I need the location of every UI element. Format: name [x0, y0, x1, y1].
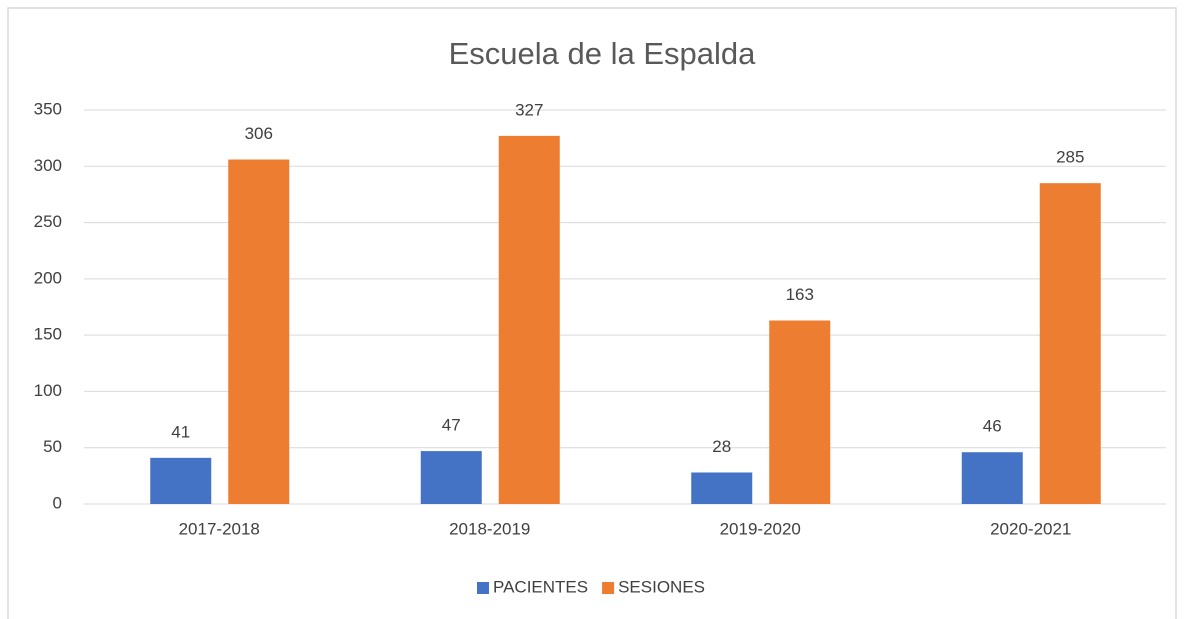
y-tick-label: 350: [34, 99, 62, 118]
x-tick-label: 2018-2019: [449, 519, 530, 538]
data-label: 28: [712, 437, 731, 456]
x-tick-label: 2017-2018: [179, 519, 260, 538]
y-tick-label: 250: [34, 212, 62, 231]
bar: [498, 135, 560, 505]
legend-label: PACIENTES: [493, 577, 588, 596]
data-label: 41: [171, 422, 190, 441]
y-tick-label: 100: [34, 381, 62, 400]
chart-title: Escuela de la Espalda: [449, 36, 757, 71]
x-tick-label: 2020-2021: [990, 519, 1071, 538]
bar: [150, 457, 212, 504]
legend-swatch: [602, 582, 615, 594]
data-label: 47: [442, 416, 461, 435]
x-tick-label: 2019-2020: [720, 519, 801, 538]
bar: [1039, 183, 1101, 504]
chart-border: [7, 7, 1177, 619]
data-label: 327: [515, 100, 543, 119]
y-tick-label: 0: [53, 493, 62, 512]
data-label: 285: [1056, 148, 1084, 167]
legend-swatch: [477, 582, 489, 594]
data-label: 306: [245, 124, 273, 143]
data-label: 46: [983, 417, 1002, 436]
bar: [961, 452, 1023, 504]
bar: [769, 320, 831, 504]
bar: [420, 451, 482, 504]
legend-label: SESIONES: [618, 577, 705, 596]
y-tick-label: 50: [43, 437, 62, 456]
bar: [691, 472, 753, 504]
y-tick-label: 200: [34, 268, 62, 287]
y-tick-label: 300: [34, 156, 62, 175]
data-label: 163: [786, 285, 814, 304]
bar: [228, 159, 290, 504]
y-tick-label: 150: [34, 325, 62, 344]
